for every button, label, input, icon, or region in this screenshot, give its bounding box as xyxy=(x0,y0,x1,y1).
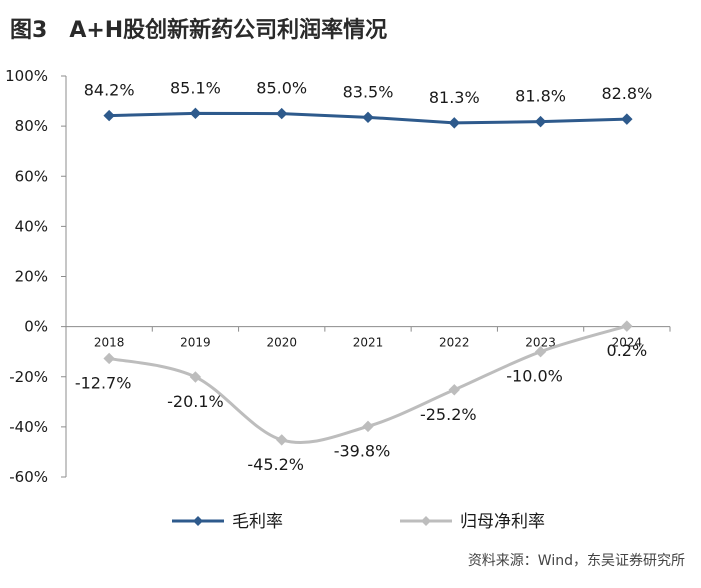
net-margin-point xyxy=(189,371,202,383)
gross-margin-label: 85.0% xyxy=(256,79,307,98)
x-tick-label: 2019 xyxy=(180,336,211,350)
gross-margin-point xyxy=(276,107,288,120)
gross-margin-point xyxy=(448,117,460,129)
y-tick-label: -40% xyxy=(9,418,48,436)
gross-margin-label: 81.8% xyxy=(515,87,566,106)
legend-marker-net xyxy=(421,516,431,526)
net-margin-label: -20.1% xyxy=(167,392,224,411)
net-margin-label: -39.8% xyxy=(334,441,391,460)
y-tick-label: 100% xyxy=(5,67,48,85)
x-tick-label: 2018 xyxy=(94,336,125,350)
net-margin-point xyxy=(621,320,633,332)
gross-margin-point xyxy=(621,113,633,125)
x-tick-label: 2022 xyxy=(439,336,470,350)
y-tick-label: -60% xyxy=(9,468,48,486)
x-tick-label: 2020 xyxy=(266,336,297,350)
gross-margin-label: 84.2% xyxy=(84,81,135,100)
net-margin-point xyxy=(448,384,460,396)
gross-margin-label: 83.5% xyxy=(343,82,394,101)
y-tick-label: 0% xyxy=(24,318,48,336)
net-margin-label: 0.2% xyxy=(607,341,648,360)
net-margin-point xyxy=(103,352,115,365)
net-margin-point xyxy=(534,345,547,358)
y-tick-label: 80% xyxy=(15,117,48,135)
net-margin-point xyxy=(276,434,288,446)
gross-margin-label: 82.8% xyxy=(601,84,652,103)
source-note: 资料来源：Wind，东吴证券研究所 xyxy=(467,553,685,569)
y-tick-label: -20% xyxy=(9,368,48,386)
x-tick-label: 2023 xyxy=(525,336,556,350)
axes: 100% 80% 60% 40% 20% 0% -20% -40% -60% 2018 2019 20… xyxy=(5,67,671,486)
data-labels: 84.2% 85.1% 85.0% 83.5% 81.3% 81.8% 82.8% -12.7… xyxy=(75,78,652,474)
y-tick-label: 40% xyxy=(15,217,48,235)
legend-marker-gross xyxy=(193,516,203,526)
net-margin-point xyxy=(362,420,374,433)
legend: 毛利率 归母净利率 xyxy=(172,512,545,532)
figure-label: 图3 xyxy=(10,18,48,43)
gross-margin-point xyxy=(534,115,547,128)
chart-title: 图3 A+H股创新新药公司利润率情况 xyxy=(10,12,387,44)
x-tick-label: 2021 xyxy=(353,336,384,350)
net-margin-label: -10.0% xyxy=(506,367,563,386)
gross-margin-point xyxy=(362,111,374,124)
net-margin-label: -45.2% xyxy=(247,455,304,474)
legend-label-gross: 毛利率 xyxy=(232,512,283,532)
gross-margin-point xyxy=(103,109,115,122)
legend-label-net: 归母净利率 xyxy=(460,512,545,532)
gross-margin-label: 85.1% xyxy=(170,78,221,97)
y-tick-label: 60% xyxy=(15,167,48,185)
gross-margin-point xyxy=(189,107,202,120)
gross-margin-label: 81.3% xyxy=(429,88,480,107)
series-layer xyxy=(103,107,633,446)
x-tick-label: 2024 xyxy=(612,336,643,350)
title-text: A+H股创新新药公司利润率情况 xyxy=(69,18,388,43)
net-margin-label: -25.2% xyxy=(420,405,477,424)
net-margin-label: -12.7% xyxy=(75,373,132,392)
y-tick-label: 20% xyxy=(15,268,48,286)
